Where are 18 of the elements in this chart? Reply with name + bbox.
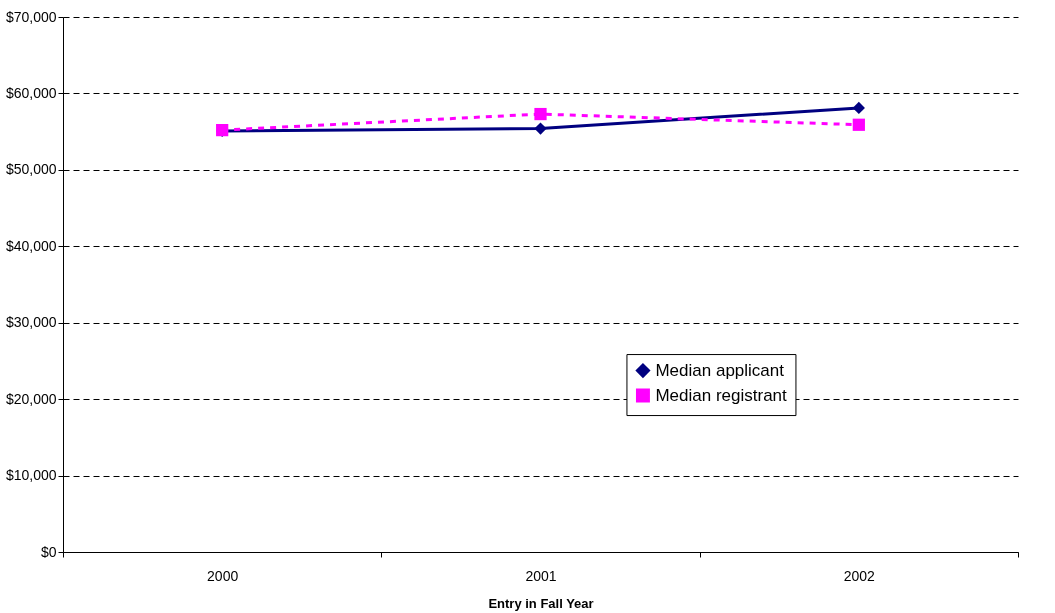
x-tick-label: 2000 — [207, 567, 239, 584]
y-tick-label: $50,000 — [5, 161, 57, 178]
y-tick-label: $30,000 — [5, 314, 57, 331]
point — [852, 101, 865, 115]
point — [534, 122, 547, 135]
x-tick-label: 2001 — [525, 567, 557, 584]
y-tick-label: $70,000 — [5, 8, 57, 25]
y-tick-label: $40,000 — [5, 237, 57, 254]
y-tick-label: $60,000 — [5, 84, 57, 101]
y-tick-label: $10,000 — [5, 467, 57, 484]
x-axis-title: Entry in Fall Year — [488, 595, 594, 611]
point — [534, 107, 547, 121]
point — [852, 118, 865, 131]
legend-label: Median registrant — [655, 385, 788, 405]
legend-label: Median applicant — [655, 360, 785, 380]
y-tick-label: $0 — [40, 543, 57, 560]
x-tick-label: 2002 — [843, 567, 876, 584]
y-tick-label: $20,000 — [5, 390, 57, 407]
